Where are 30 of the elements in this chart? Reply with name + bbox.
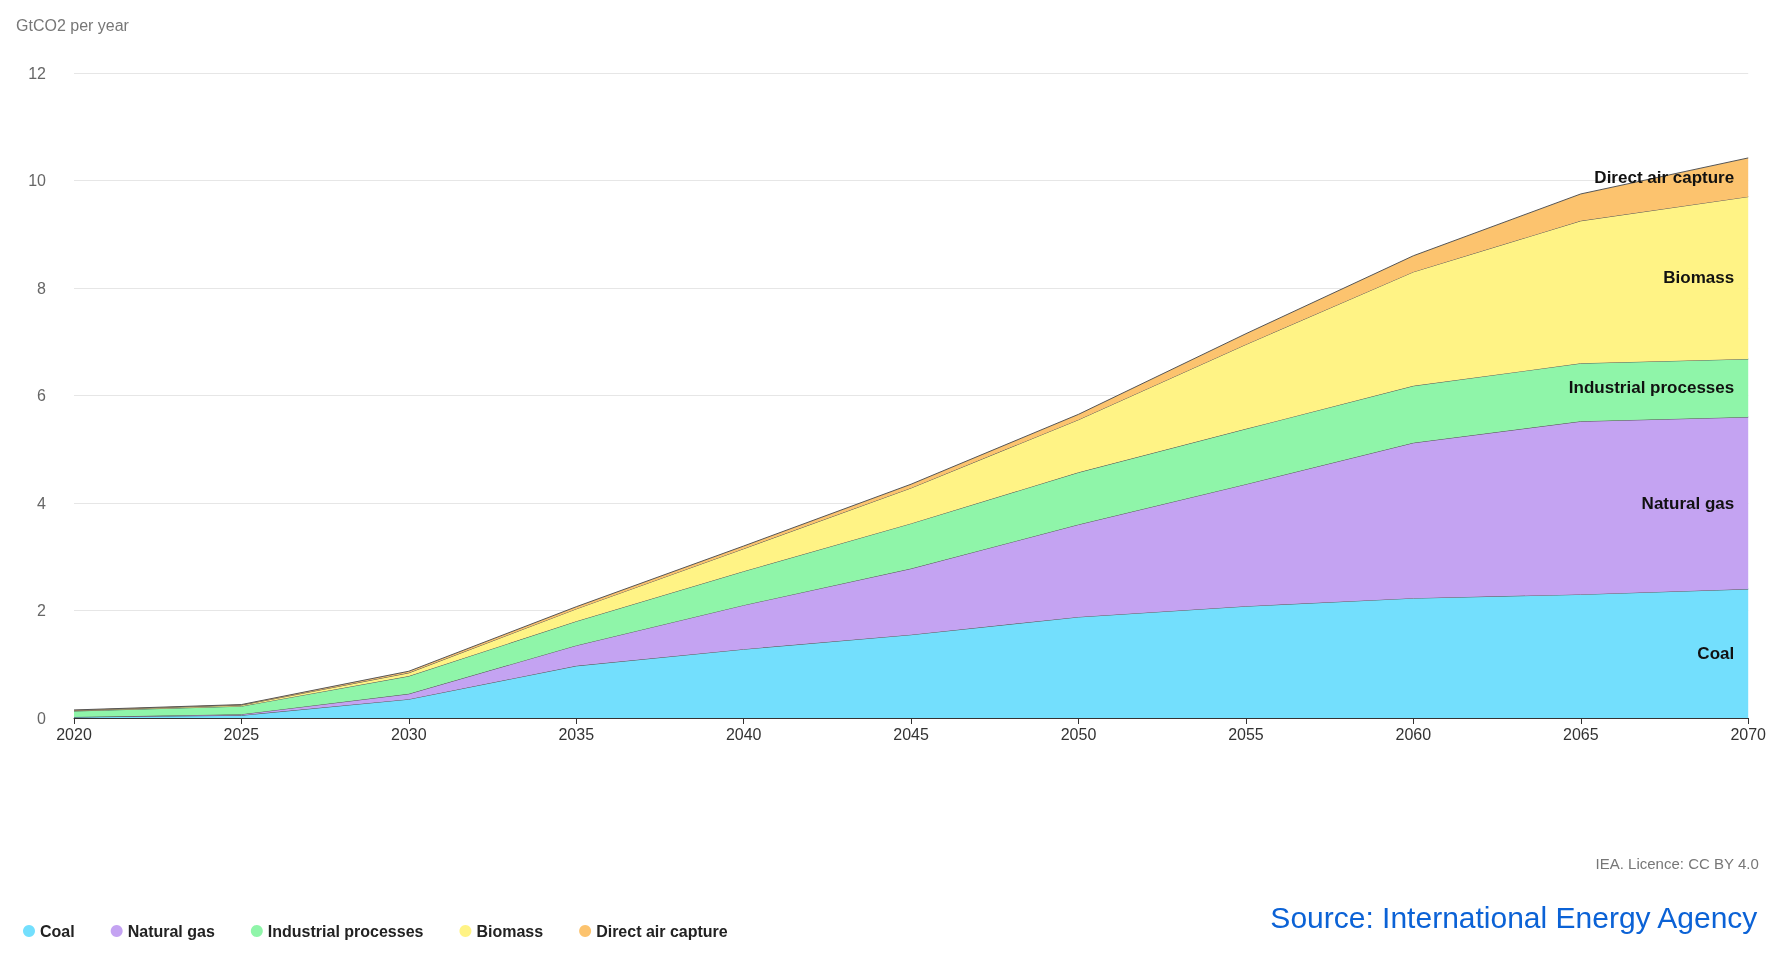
source-note: Source: International Energy Agency [1270, 900, 1758, 934]
x-tick-label: 2035 [558, 725, 595, 743]
legend-label: Industrial processes [267, 922, 424, 940]
x-tick-label: 2040 [725, 725, 762, 743]
y-tick-label: 6 [37, 387, 47, 404]
y-tick-label: 0 [37, 709, 47, 727]
y-tick-label: 8 [37, 279, 47, 297]
y-tick-label: 4 [37, 494, 47, 512]
x-tick-label: 2020 [56, 725, 92, 743]
legend-label: Coal [40, 922, 75, 940]
text: Coal [1697, 644, 1735, 663]
y-tick-label: 2 [37, 602, 47, 619]
legend-label: Biomass [476, 922, 544, 940]
text: Biomass [1663, 268, 1735, 288]
text: Industrial processes [1568, 378, 1735, 398]
x-tick-label: 2060 [1395, 725, 1432, 743]
y-tick-label: 10 [28, 172, 47, 189]
x-tick-label: 2065 [1562, 725, 1599, 743]
x-tick-label: 2055 [1228, 725, 1264, 743]
legend-label: Direct air capture [596, 922, 728, 940]
y-axis-title: GtCO2 per year [16, 16, 130, 34]
text: IEA. Licence: CC BY 4.0 [1595, 855, 1759, 872]
x-tick-label: 2030 [391, 725, 427, 743]
legend-label: Natural gas [127, 922, 215, 940]
x-tick-label: 2050 [1060, 725, 1097, 743]
x-tick-label: 2025 [223, 725, 260, 743]
x-tick-label: 2045 [893, 725, 929, 743]
text: Natural gas [1641, 493, 1735, 513]
y-tick-label: 12 [28, 64, 47, 82]
x-tick-label: 2070 [1730, 725, 1767, 743]
